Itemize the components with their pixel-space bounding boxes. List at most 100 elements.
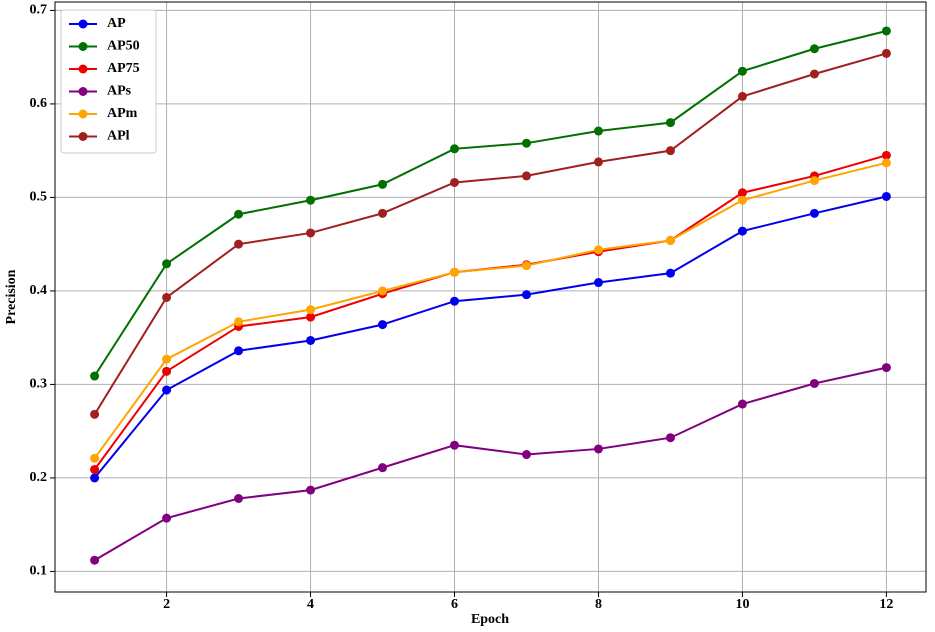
data-point — [306, 485, 316, 495]
data-point — [521, 261, 531, 271]
legend-label: AP — [107, 16, 126, 31]
data-point — [450, 440, 460, 450]
data-point — [234, 346, 244, 356]
y-tick-label: 0.7 — [30, 3, 48, 18]
data-point — [665, 118, 675, 128]
legend-marker — [78, 109, 88, 119]
data-point — [521, 171, 531, 181]
data-point — [593, 278, 603, 288]
data-point — [450, 267, 460, 277]
data-point — [737, 195, 747, 205]
data-point — [881, 158, 891, 168]
data-point — [665, 433, 675, 443]
plot-frame — [54, 1, 927, 593]
data-point — [809, 208, 819, 218]
data-point — [234, 493, 244, 503]
data-point — [737, 188, 747, 198]
data-point — [306, 335, 316, 345]
legend: AP AP50 AP75 APs APm APl — [60, 9, 157, 154]
legend-label: APs — [107, 84, 132, 99]
data-point — [450, 144, 460, 154]
y-tick-label: 0.1 — [30, 564, 48, 579]
data-point — [809, 176, 819, 186]
legend-marker — [78, 132, 88, 141]
series-line — [93, 52, 887, 415]
data-point — [162, 366, 172, 376]
data-point — [378, 320, 388, 330]
data-point — [90, 555, 100, 565]
data-point — [737, 226, 747, 236]
data-point — [881, 26, 891, 36]
legend-label: APm — [107, 106, 138, 121]
series-line — [94, 366, 887, 562]
x-tick-label: 12 — [879, 597, 893, 612]
data-point — [593, 444, 603, 454]
data-point — [521, 138, 531, 148]
data-point — [881, 150, 891, 160]
x-tick-label: 8 — [595, 597, 602, 612]
data-point — [593, 126, 603, 136]
series-line — [93, 161, 887, 459]
data-point — [162, 354, 172, 364]
y-tick-label: 0.5 — [30, 190, 48, 205]
data-point — [306, 312, 316, 322]
y-tick-label: 0.2 — [30, 470, 48, 485]
legend-marker — [78, 87, 88, 96]
data-point — [450, 177, 460, 187]
data-point — [593, 245, 603, 255]
x-axis-label: Epoch — [471, 612, 509, 627]
y-tick-label: 0.3 — [30, 377, 48, 392]
data-point — [737, 91, 747, 101]
data-point — [737, 66, 747, 76]
x-tick-label: 6 — [451, 597, 458, 612]
data-point — [809, 378, 819, 388]
data-point — [90, 409, 100, 419]
x-tick-label: 10 — [735, 597, 749, 612]
data-point — [306, 228, 316, 238]
data-point — [881, 191, 891, 201]
data-point — [90, 371, 100, 381]
data-point — [881, 363, 891, 373]
data-point — [809, 44, 819, 54]
data-point — [521, 290, 531, 300]
data-point — [378, 208, 388, 218]
y-tick-label: 0.6 — [30, 96, 48, 111]
data-point — [881, 48, 891, 58]
data-point — [665, 146, 675, 156]
data-point — [665, 268, 675, 278]
legend-label: AP50 — [107, 39, 140, 54]
series-line — [93, 30, 887, 377]
data-point — [593, 157, 603, 167]
legend-label: AP75 — [107, 61, 140, 76]
data-point — [450, 296, 460, 306]
series-line — [93, 195, 887, 479]
legend-marker — [78, 42, 88, 51]
data-point — [234, 317, 244, 327]
data-point — [234, 239, 244, 249]
x-tick-label: 4 — [307, 597, 314, 612]
data-point — [162, 513, 172, 523]
legend-marker — [78, 19, 88, 29]
data-point — [234, 209, 244, 219]
data-point — [378, 179, 388, 189]
legend-marker — [78, 64, 88, 74]
x-tick-label: 2 — [163, 597, 170, 612]
data-point — [378, 286, 388, 296]
data-point — [306, 195, 316, 205]
data-point — [521, 450, 531, 460]
y-tick-label: 0.4 — [30, 283, 48, 298]
data-point — [162, 292, 172, 302]
data-point — [162, 385, 172, 395]
legend-label: APl — [107, 129, 130, 144]
data-point — [378, 463, 388, 473]
series-line — [93, 154, 887, 471]
data-point — [90, 473, 100, 483]
data-point — [306, 305, 316, 315]
data-point — [809, 69, 819, 79]
data-point — [90, 465, 100, 475]
data-point — [737, 399, 747, 409]
y-axis-label: Precision — [4, 269, 19, 324]
data-point — [90, 453, 100, 463]
data-point — [162, 259, 172, 269]
